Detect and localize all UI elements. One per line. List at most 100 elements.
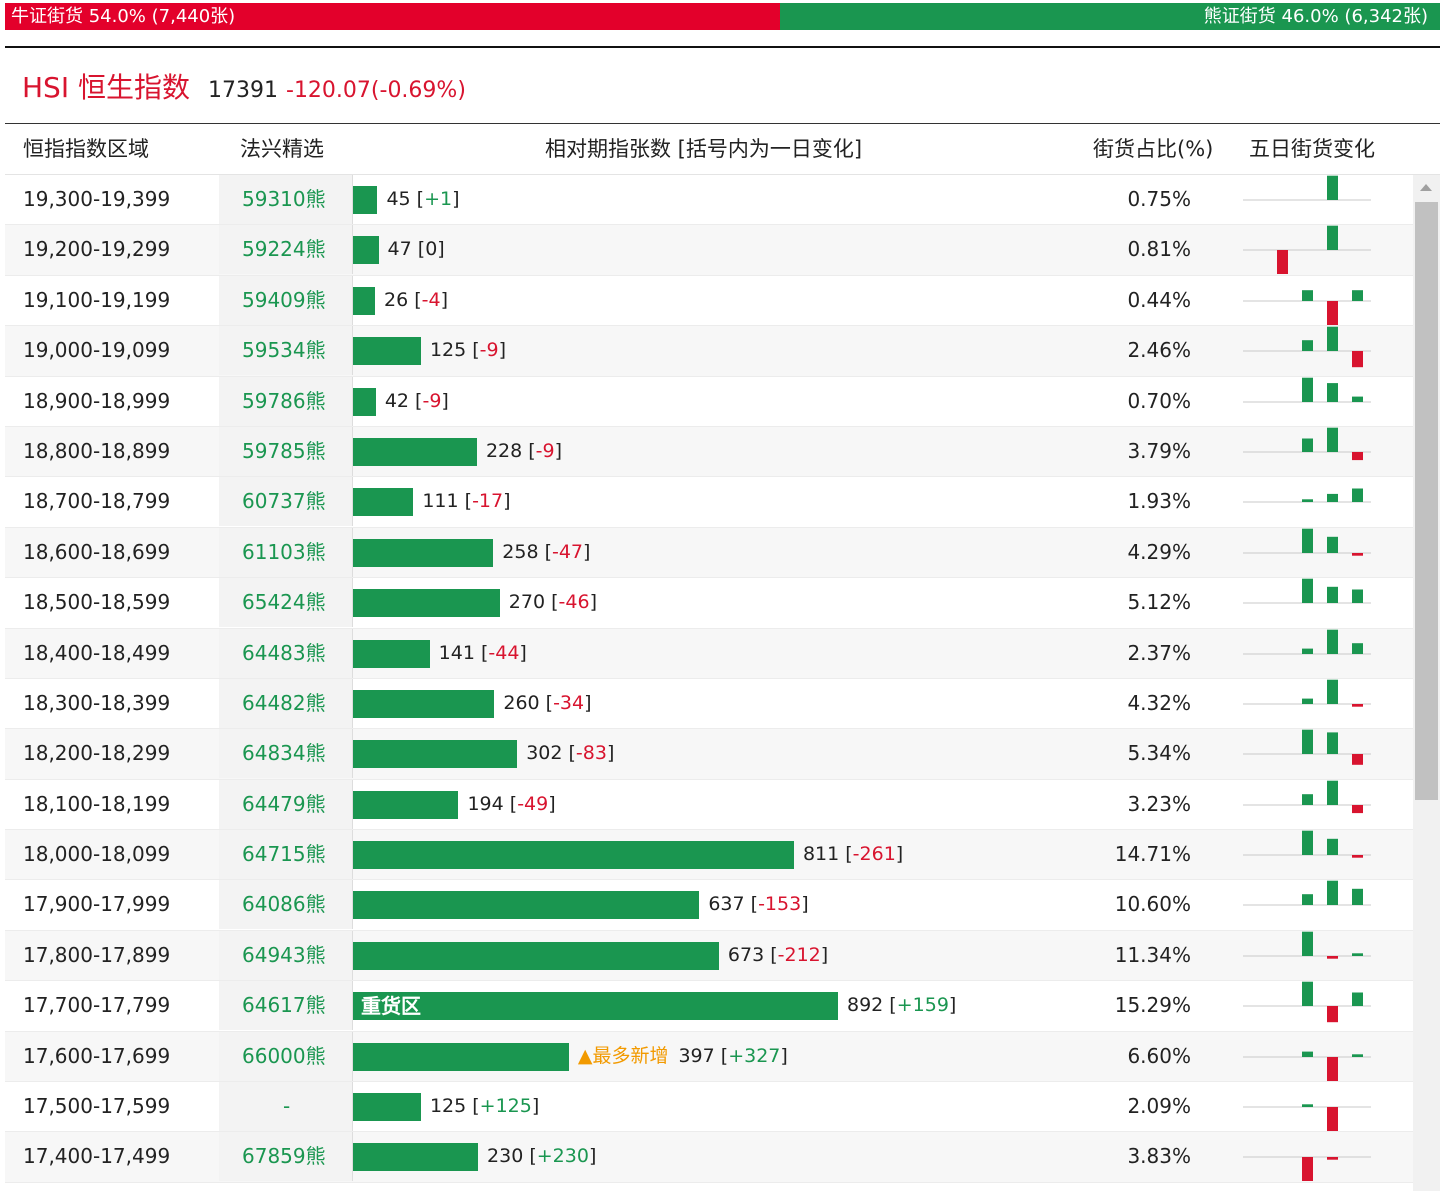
row-count: 125 [-9] — [429, 339, 507, 362]
five-day-sparkline — [1243, 1104, 1371, 1132]
table-row[interactable]: 18,700-18,799 60737熊 111 [-17] 1.93% — [5, 477, 1413, 528]
sparkline-bar — [1302, 698, 1313, 704]
row-pick-link[interactable]: 67859熊 — [242, 1144, 326, 1169]
row-pick-link[interactable]: 59310熊 — [242, 187, 326, 211]
pick-cell-bg — [219, 1132, 353, 1182]
count-value: 141 — [438, 641, 475, 664]
row-pick-link[interactable]: 64617熊 — [242, 993, 326, 1018]
row-pick-link[interactable]: 64943熊 — [242, 942, 326, 967]
row-pick-link[interactable]: 64715熊 — [242, 842, 326, 867]
divider — [5, 46, 1440, 48]
scroll-up-arrow-icon[interactable] — [1420, 184, 1432, 191]
row-pick-link[interactable]: 64086熊 — [242, 892, 326, 917]
sparkline-bar — [1352, 992, 1363, 1007]
sparkline-bar — [1302, 1051, 1313, 1057]
table-row[interactable]: 17,600-17,699 66000熊 ▲最多新增 397 [+327] 6.60% — [5, 1031, 1413, 1083]
row-pick-link[interactable]: 59534熊 — [242, 338, 326, 363]
count-bar — [353, 992, 838, 1021]
count-change: -212 — [777, 943, 821, 966]
sparkline-bar — [1352, 754, 1363, 766]
sparkline-bar — [1302, 894, 1313, 906]
pick-cell-bg — [219, 930, 353, 980]
count-change: -9 — [479, 339, 499, 362]
table-row[interactable]: 17,500-17,599 - 125 [+125] 2.09% — [5, 1082, 1413, 1133]
row-ratio: 3.23% — [1127, 791, 1191, 816]
count-bar — [353, 740, 518, 769]
header-five-day: 五日街货变化 — [1249, 137, 1375, 161]
row-pick-link[interactable]: 59785熊 — [242, 438, 326, 463]
table-row[interactable]: 18,800-18,899 59785熊 228 [-9] 3.79% — [5, 426, 1413, 478]
table-row[interactable]: 19,300-19,399 59310熊 45 [+1] 0.75% — [5, 175, 1413, 226]
table-row[interactable]: 17,900-17,999 64086熊 637 [-153] 10.60% — [5, 880, 1413, 931]
table-row[interactable]: 18,600-18,699 61103熊 258 [-47] 4.29% — [5, 527, 1413, 579]
row-pick-link[interactable]: 64483熊 — [242, 640, 326, 665]
sparkline-bar — [1327, 679, 1338, 704]
sparkline-bar — [1327, 226, 1338, 251]
sparkline-bar — [1327, 300, 1338, 325]
sparkline-bar — [1302, 729, 1313, 755]
count-value: 111 — [422, 490, 459, 513]
count-change: 0 — [425, 238, 438, 261]
row-count: 637 [-153] — [708, 893, 809, 916]
table-row[interactable]: 17,800-17,899 64943熊 673 [-212] 11.34% — [5, 930, 1413, 982]
row-range: 18,400-18,499 — [23, 640, 171, 665]
row-pick-link[interactable]: 59786熊 — [242, 388, 326, 413]
row-ratio: 1.93% — [1127, 489, 1191, 514]
count-change: -17 — [472, 490, 504, 513]
table-row[interactable]: 18,300-18,399 64482熊 260 [-34] 4.32% — [5, 678, 1413, 730]
sparkline-bar — [1327, 1006, 1338, 1023]
table-row[interactable]: 18,200-18,299 64834熊 302 [-83] 5.34% — [5, 729, 1413, 780]
table-row[interactable]: 18,500-18,599 65424熊 270 [-46] 5.12% — [5, 578, 1413, 629]
table-row[interactable]: 18,000-18,099 64715熊 811 [-261] 14.71% — [5, 830, 1413, 881]
header-ratio: 街货占比(%) — [1093, 137, 1214, 161]
table-row[interactable]: 18,100-18,199 64479熊 194 [-49] 3.23% — [5, 779, 1413, 831]
sparkline-bar — [1302, 377, 1313, 402]
row-pick-link[interactable]: 61103熊 — [242, 539, 326, 564]
table-row[interactable]: 17,400-17,499 67859熊 230 [+230] 3.83% — [5, 1132, 1413, 1183]
count-value: 125 — [429, 339, 467, 362]
table-row[interactable]: 19,000-19,099 59534熊 125 [-9] 2.46% — [5, 326, 1413, 377]
pick-cell-bg — [219, 578, 353, 628]
row-count: 230 [+230] — [487, 1145, 597, 1168]
row-count: 811 [-261] — [802, 843, 904, 866]
table-row[interactable]: 17,700-17,799 64617熊 重货区 892 [+159] 15.29% — [5, 981, 1413, 1032]
row-ratio: 5.34% — [1127, 741, 1191, 766]
row-pick-link[interactable]: 66000熊 — [242, 1043, 326, 1068]
row-pick-link[interactable]: 65424熊 — [242, 590, 326, 615]
row-count: 125 [+125] — [429, 1095, 540, 1118]
pick-cell-bg — [219, 175, 353, 224]
row-pick-link[interactable]: 64834熊 — [242, 741, 326, 766]
row-ratio: 2.46% — [1127, 338, 1191, 363]
count-change: -44 — [488, 641, 520, 664]
count-change: +327 — [728, 1044, 781, 1067]
table-row[interactable]: 19,200-19,299 59224熊 47 [0] 0.81% — [5, 225, 1413, 276]
sparkline-bar — [1302, 793, 1313, 805]
sparkline-bar — [1352, 1053, 1363, 1057]
count-change: -47 — [551, 540, 584, 563]
row-pick-link[interactable]: 64482熊 — [242, 690, 326, 715]
index-name[interactable]: HSI 恒生指数 — [22, 71, 190, 104]
sparkline-bar — [1302, 289, 1313, 301]
five-day-sparkline — [1243, 780, 1371, 813]
row-pick-link[interactable]: 59409熊 — [242, 287, 326, 312]
sparkline-bar — [1352, 351, 1363, 368]
table-row[interactable]: 18,900-18,999 59786熊 42 [-9] 0.70% — [5, 376, 1413, 427]
scrollbar[interactable] — [1413, 175, 1440, 1191]
five-day-sparkline — [1243, 931, 1371, 959]
row-pick-link[interactable]: 60737熊 — [242, 489, 326, 514]
table-row[interactable]: 18,400-18,499 64483熊 141 [-44] 2.37% — [5, 628, 1413, 679]
five-day-sparkline — [1243, 981, 1371, 1023]
row-ratio: 10.60% — [1114, 892, 1191, 917]
sparkline-bar — [1277, 250, 1288, 275]
row-pick-link[interactable]: 59224熊 — [242, 237, 326, 262]
row-count: 892 [+159] — [847, 994, 957, 1017]
sparkline-bar — [1352, 804, 1363, 813]
count-value: 302 — [526, 742, 563, 765]
table-row[interactable]: 19,100-19,199 59409熊 26 [-4] 0.44% — [5, 275, 1413, 327]
count-change: -9 — [422, 389, 442, 412]
scrollbar-thumb[interactable] — [1415, 202, 1438, 800]
count-change: -46 — [558, 591, 590, 614]
count-bar — [353, 337, 421, 366]
pick-cell-bg — [219, 830, 353, 880]
row-pick-link[interactable]: 64479熊 — [242, 791, 326, 816]
